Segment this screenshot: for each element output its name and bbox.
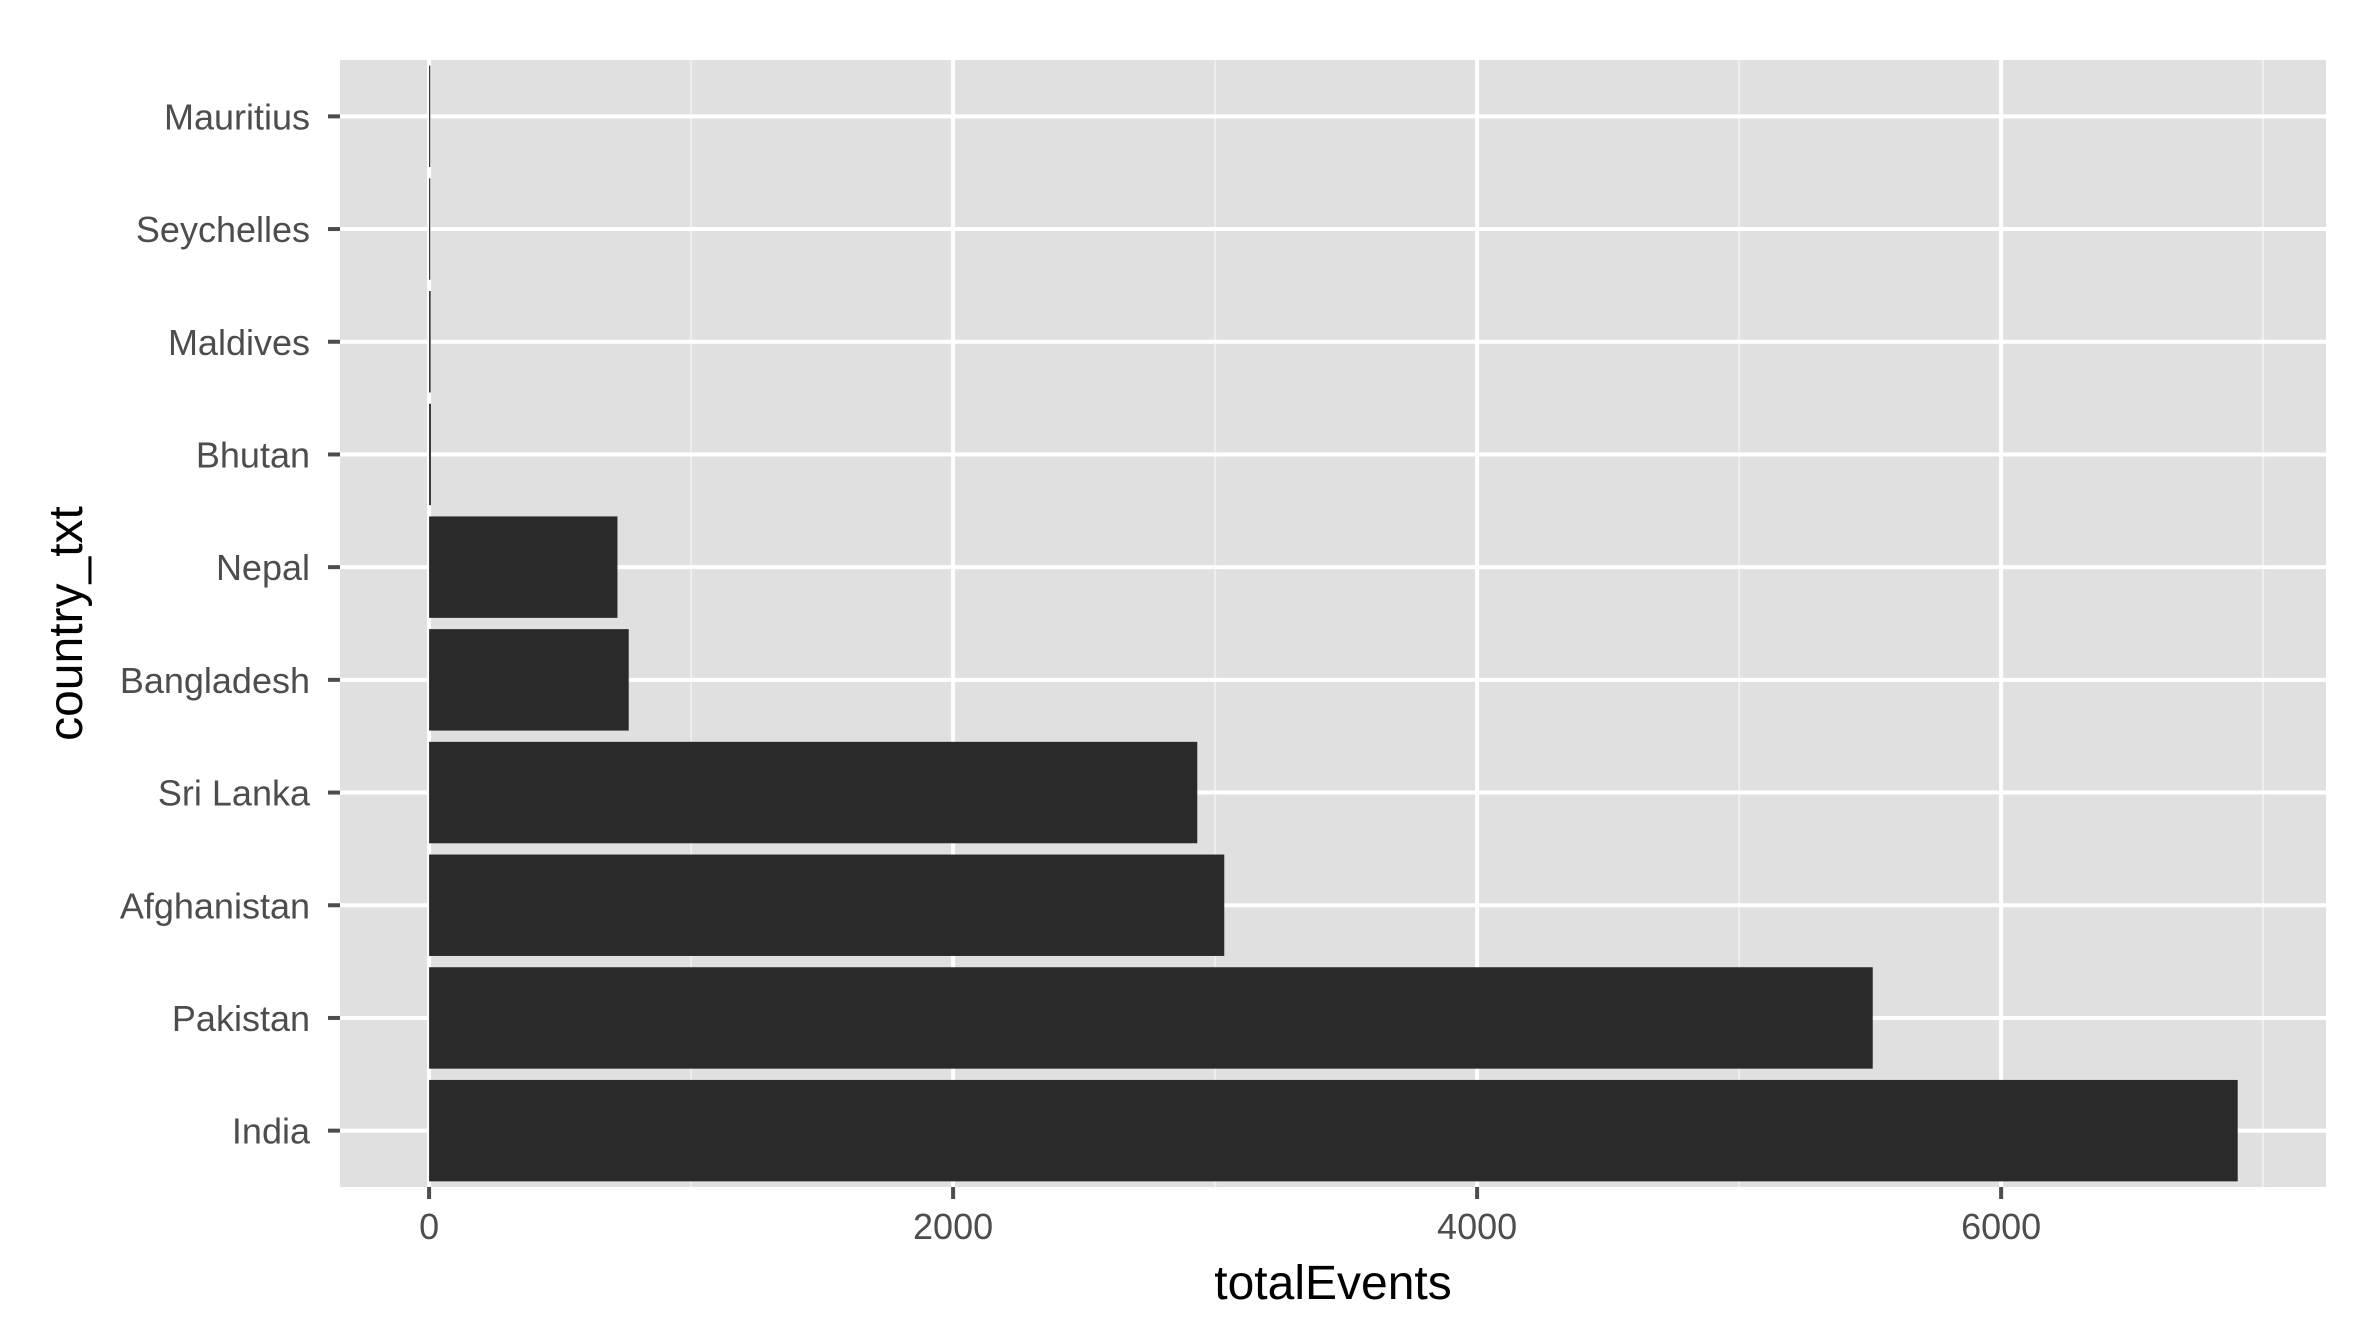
x-axis: 0 2000 4000 6000 [419,1187,2041,1247]
y-tick-label: Seychelles [136,209,310,250]
y-axis: India Pakistan Afghanistan Sri Lanka Banglad… [120,96,340,1152]
bars [429,65,2238,1182]
bar-sri-lanka [429,741,1198,844]
bar-pakistan [429,967,1873,1069]
bar-seychelles [429,178,431,280]
x-tick-label: 0 [419,1206,439,1247]
x-tick-label: 2000 [913,1206,993,1247]
bar-afghanistan [429,854,1225,956]
y-tick-label: India [232,1111,311,1152]
y-tick-label: Pakistan [172,998,310,1039]
x-tick-label: 6000 [1961,1206,2041,1247]
y-tick-label: Afghanistan [120,885,310,926]
bar-bangladesh [429,629,629,731]
y-tick-label: Bhutan [196,434,310,475]
y-tick-label: Bangladesh [120,660,310,701]
bar-mauritius [429,65,431,168]
y-tick-label: Sri Lanka [158,773,311,814]
bar-nepal [429,516,618,618]
bar-india [429,1079,2238,1182]
x-axis-title: totalEvents [1214,1257,1451,1310]
y-axis-title: country_txt [40,506,93,741]
y-tick-label: Maldives [168,322,310,363]
y-tick-label: Mauritius [164,96,310,137]
x-tick-label: 4000 [1437,1206,1517,1247]
bar-maldives [429,291,431,393]
bar-bhutan [429,403,431,506]
y-tick-label: Nepal [216,547,310,588]
